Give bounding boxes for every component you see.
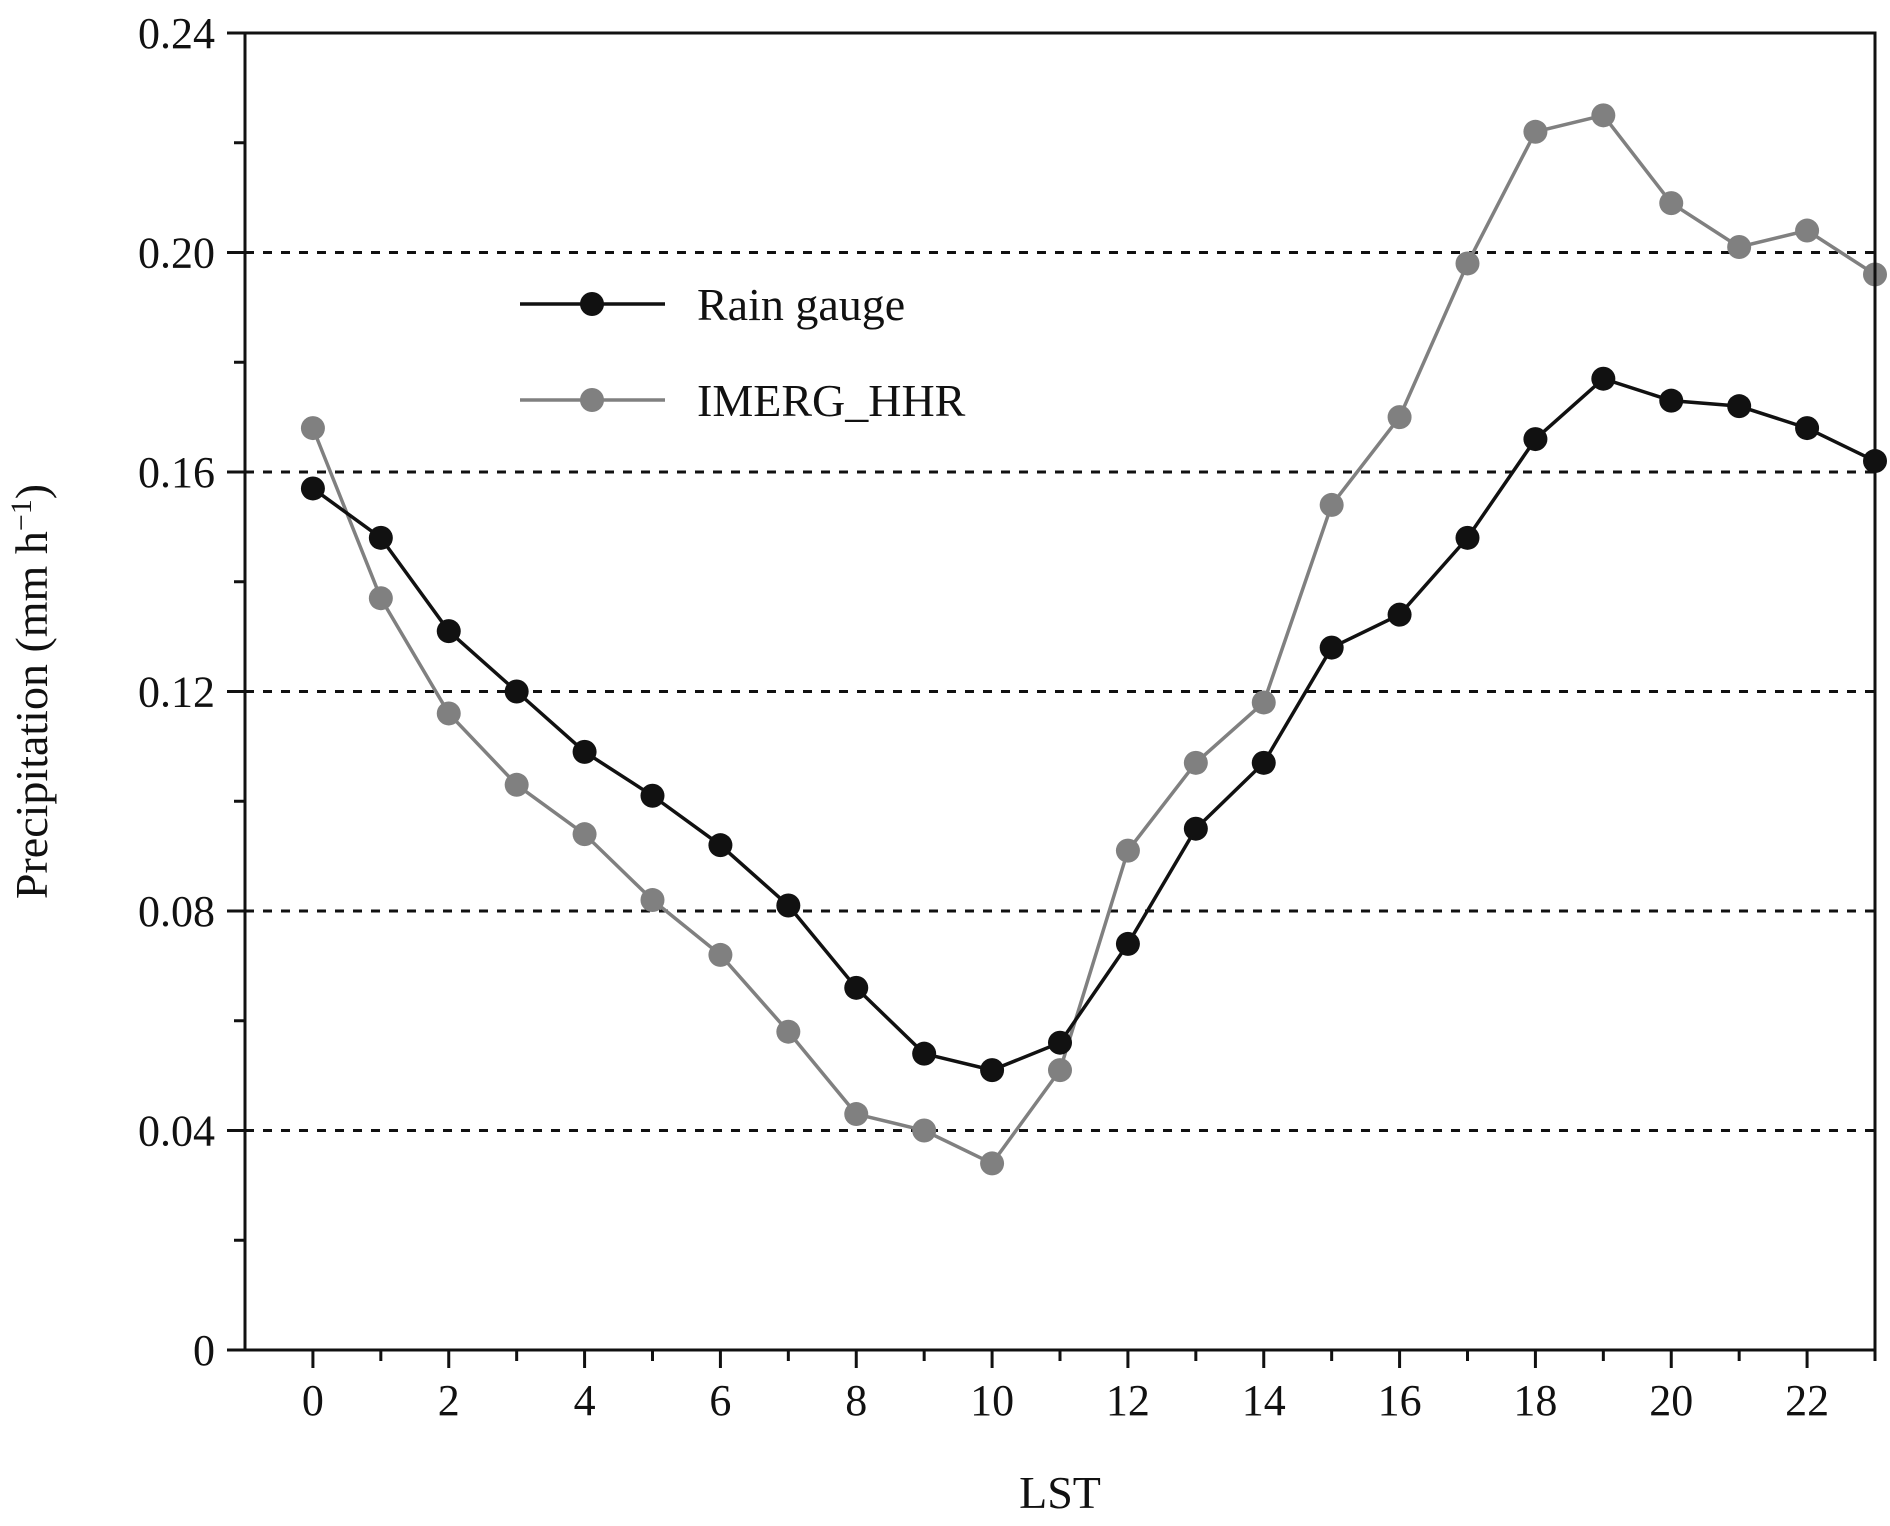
x-tick-label: 14 bbox=[1242, 1376, 1286, 1425]
data-point bbox=[1795, 416, 1820, 441]
data-point bbox=[776, 893, 801, 918]
data-point bbox=[844, 1102, 869, 1127]
y-axis-title-main: Precipitation (mm h bbox=[6, 531, 57, 899]
data-point bbox=[912, 1041, 937, 1066]
legend-marker bbox=[580, 292, 604, 316]
data-point bbox=[1455, 251, 1480, 276]
series-layer bbox=[300, 103, 1887, 1176]
data-point bbox=[1183, 750, 1208, 775]
data-point bbox=[300, 416, 325, 441]
data-point bbox=[1795, 218, 1820, 243]
data-point bbox=[1523, 119, 1548, 144]
x-axis-title: LST bbox=[1019, 1467, 1101, 1518]
x-tick-label: 6 bbox=[709, 1376, 731, 1425]
data-point bbox=[708, 942, 733, 967]
x-tick-label: 2 bbox=[438, 1376, 460, 1425]
data-point bbox=[1659, 388, 1684, 413]
data-point bbox=[1048, 1058, 1072, 1083]
legend-marker bbox=[580, 388, 604, 412]
data-point bbox=[640, 783, 665, 808]
data-point bbox=[1183, 816, 1208, 841]
plot-frame bbox=[243, 31, 1877, 1352]
y-axis-title-close: ) bbox=[6, 484, 57, 499]
data-point bbox=[436, 701, 461, 726]
data-point bbox=[1251, 690, 1276, 715]
y-tick-label: 0.12 bbox=[138, 668, 215, 717]
legend-label: IMERG_HHR bbox=[697, 375, 966, 426]
series-0 bbox=[300, 366, 1887, 1083]
y-axis-title: Precipitation (mm h−1) bbox=[5, 484, 58, 899]
data-point bbox=[1387, 405, 1412, 430]
x-tick-label: 12 bbox=[1106, 1376, 1150, 1425]
data-point bbox=[1048, 1030, 1072, 1055]
x-tick-label: 18 bbox=[1513, 1376, 1557, 1425]
data-point bbox=[980, 1058, 1005, 1083]
data-point bbox=[1455, 525, 1480, 550]
y-axis-title-exponent: −1 bbox=[5, 499, 38, 531]
data-point bbox=[504, 679, 529, 704]
data-point bbox=[1115, 838, 1140, 863]
y-tick-label: 0.04 bbox=[138, 1107, 215, 1156]
x-tick-label: 0 bbox=[302, 1376, 324, 1425]
y-tick-label: 0.24 bbox=[138, 9, 215, 58]
series-1 bbox=[300, 103, 1887, 1176]
data-point bbox=[1523, 427, 1548, 452]
data-point bbox=[368, 586, 393, 611]
x-tick-label: 10 bbox=[970, 1376, 1014, 1425]
data-point bbox=[1251, 750, 1276, 775]
data-point bbox=[1387, 602, 1412, 627]
data-point bbox=[572, 739, 597, 764]
legend-entry-0: Rain gauge bbox=[520, 279, 905, 330]
data-point bbox=[368, 525, 393, 550]
x-tick-label: 4 bbox=[574, 1376, 596, 1425]
data-point bbox=[980, 1151, 1005, 1176]
data-point bbox=[1319, 492, 1344, 517]
data-point bbox=[708, 833, 733, 858]
data-point bbox=[436, 619, 461, 644]
x-tick-label: 8 bbox=[845, 1376, 867, 1425]
y-tick-label: 0.08 bbox=[138, 887, 215, 936]
data-point bbox=[504, 772, 529, 797]
y-tick-label: 0.16 bbox=[138, 448, 215, 497]
gridlines bbox=[245, 251, 1875, 1132]
data-point bbox=[640, 888, 665, 913]
legend-entry-1: IMERG_HHR bbox=[520, 375, 966, 426]
axis-ticks bbox=[227, 31, 1877, 1368]
x-tick-label: 20 bbox=[1649, 1376, 1693, 1425]
series-line-1 bbox=[311, 113, 1876, 1166]
series-line-0 bbox=[311, 376, 1876, 1072]
data-point bbox=[572, 822, 597, 847]
data-point bbox=[776, 1019, 801, 1044]
data-point bbox=[300, 476, 325, 501]
data-point bbox=[1727, 394, 1752, 419]
y-tick-label: 0 bbox=[193, 1326, 215, 1375]
data-point bbox=[1591, 366, 1616, 391]
legend: Rain gauge IMERG_HHR bbox=[520, 279, 966, 426]
data-point bbox=[1115, 931, 1140, 956]
data-point bbox=[912, 1118, 937, 1143]
data-point bbox=[1659, 191, 1684, 216]
data-point bbox=[1319, 635, 1344, 660]
data-point bbox=[1727, 235, 1752, 260]
x-tick-label: 22 bbox=[1785, 1376, 1829, 1425]
tick-labels: 0 2 4 6 8 10 12 14 16 18 20 22 0 0.04 0.08 0.12 0.16 0.20… bbox=[138, 9, 1829, 1425]
x-tick-label: 16 bbox=[1378, 1376, 1422, 1425]
y-tick-label: 0.20 bbox=[138, 229, 215, 278]
data-point bbox=[1591, 103, 1616, 128]
data-point bbox=[844, 975, 869, 1000]
legend-label: Rain gauge bbox=[697, 279, 905, 330]
